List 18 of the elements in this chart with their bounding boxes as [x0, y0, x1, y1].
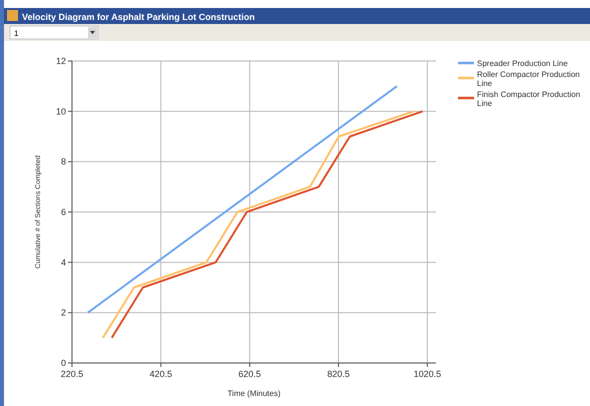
x-axis-title: Time (Minutes)	[227, 389, 281, 398]
x-tick-label: 820.5	[327, 369, 350, 379]
legend-label: Finish Compactor Production Line	[477, 90, 580, 108]
y-tick-label: 0	[60, 358, 66, 368]
y-tick-label: 2	[60, 308, 66, 318]
legend-label: Roller Compactor Production Line	[477, 70, 580, 88]
text: 1	[14, 29, 19, 38]
y-tick-label: 10	[56, 106, 66, 116]
chart-title: Velocity Diagram for Asphalt Parking Lot Construction	[22, 12, 255, 22]
x-tick-label: 1020.5	[414, 369, 442, 379]
y-tick-label: 4	[60, 257, 66, 268]
x-tick-label: 420.5	[150, 369, 172, 379]
y-tick-label: 6	[60, 207, 66, 217]
x-tick-label: 220.5	[60, 369, 84, 379]
x-tick-label: 620.5	[238, 369, 261, 379]
y-tick-label: 12	[56, 56, 66, 66]
legend-label: Spreader Production Line	[477, 59, 568, 68]
y-tick-label: 8	[60, 156, 66, 167]
